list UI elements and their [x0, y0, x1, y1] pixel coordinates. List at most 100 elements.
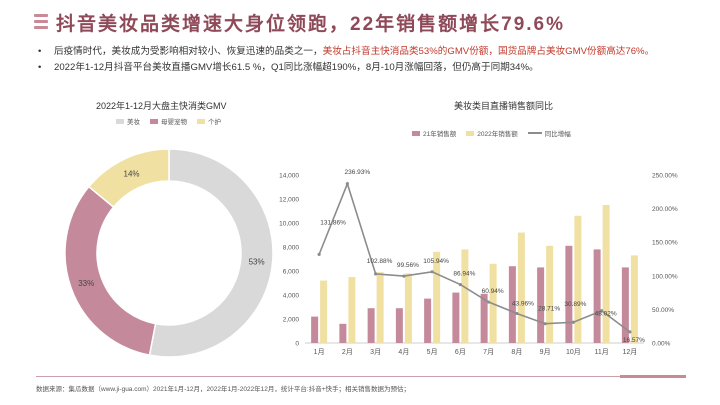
pie-label-0: 53% [249, 257, 265, 266]
x-tick-8: 9月 [540, 348, 551, 356]
pie-slice-0 [148, 148, 274, 358]
growth-point-0 [317, 252, 321, 256]
bar-legend-label-1: 2022年销售额 [477, 131, 518, 138]
bar-chart-title: 美妆类目直播销售额同比 [454, 101, 554, 111]
growth-label-3: 99.56% [397, 262, 419, 269]
x-tick-10: 11月 [594, 348, 608, 356]
pie-legend-label-2: 个护 [208, 119, 221, 126]
x-tick-1: 2月 [342, 348, 353, 356]
y-left-tick-7: 14,000 [279, 173, 299, 180]
footer-accent [620, 375, 686, 378]
pie-chart-title: 2022年1-12月大盘主快消类GMV [96, 101, 227, 111]
y-left-tick-6: 12,000 [279, 197, 299, 204]
bar-2021-1 [339, 323, 347, 343]
y-right-tick-2: 100.00% [652, 273, 678, 280]
x-tick-7: 8月 [511, 348, 522, 356]
bar-2022-10 [602, 205, 610, 343]
bar-legend-item-2: 同比增幅 [527, 128, 571, 138]
growth-label-4: 105.94% [423, 258, 449, 265]
growth-point-1 [345, 182, 349, 186]
growth-point-6 [487, 300, 491, 304]
growth-point-5 [458, 282, 462, 287]
growth-label-11: 16.57% [623, 337, 645, 344]
bar-2021-10 [593, 249, 601, 343]
growth-point-9 [571, 320, 575, 324]
bullet-1-highlight: 美妆占抖音主快消品类53%的GMV份额，国货品牌占美妆GMV份额高达76%。 [322, 46, 655, 57]
growth-label-1: 236.93% [345, 169, 371, 176]
page-title: 抖音美妆品类增速大身位领跑，22年销售额增长79.6% [56, 14, 566, 35]
bar-2022-9 [574, 215, 582, 343]
growth-label-8: 28.71% [538, 306, 560, 313]
growth-label-5: 86.94% [453, 271, 475, 278]
bullet-2: 2022年1-12月抖音平台美妆直播GMV增长61.5 %，Q1同比涨幅超190… [38, 60, 714, 76]
bullet-1: 后疫情时代，美妆成为受影响相对较小、恢复迅速的品类之一，美妆占抖音主快消品类53… [38, 44, 714, 60]
bullet-list: 后疫情时代，美妆成为受影响相对较小、恢复迅速的品类之一，美妆占抖音主快消品类53… [38, 44, 714, 76]
bar-2022-3 [404, 273, 412, 343]
bar-2022-2 [376, 272, 384, 343]
growth-label-2: 102.88% [367, 258, 393, 265]
bar-legend-item-1: 2022年销售额 [466, 128, 518, 138]
y-right-tick-5: 250.00% [652, 173, 678, 180]
growth-point-10 [600, 309, 604, 313]
x-tick-4: 5月 [427, 348, 438, 356]
footer-divider [36, 376, 686, 377]
y-right-tick-3: 150.00% [652, 240, 678, 247]
bar-2021-2 [367, 308, 375, 343]
x-tick-9: 10月 [566, 348, 581, 356]
title-decoration [34, 14, 48, 32]
bar-legend: 21年销售额 2022年销售额 同比增幅 [412, 128, 581, 138]
growth-point-7 [515, 311, 519, 316]
pie-legend-swatch-2 [197, 118, 205, 124]
y-left-tick-3: 6,000 [283, 269, 300, 276]
x-tick-3: 4月 [398, 348, 409, 356]
y-right-tick-0: 0.00% [652, 341, 671, 348]
pie-legend-swatch-0 [116, 118, 124, 124]
bar-2022-4 [433, 251, 441, 343]
bar-legend-item-0: 21年销售额 [412, 128, 456, 138]
pie-label-1: 33% [78, 279, 94, 288]
growth-point-11 [628, 330, 632, 334]
bar-legend-swatch-0 [412, 130, 420, 136]
bar-2021-7 [508, 266, 516, 343]
bar-2021-8 [537, 267, 545, 343]
bar-2021-9 [565, 245, 573, 343]
y-left-tick-5: 10,000 [279, 221, 299, 228]
growth-label-6: 60.94% [482, 288, 504, 295]
bar-2021-4 [424, 298, 432, 343]
bar-2021-3 [395, 308, 403, 343]
y-right-tick-4: 200.00% [652, 206, 678, 213]
pie-legend-item-2: 个护 [197, 116, 221, 126]
x-tick-6: 7月 [483, 348, 494, 356]
growth-point-2 [374, 272, 378, 276]
pie-legend-swatch-1 [150, 118, 158, 124]
pie-legend-item-0: 美妆 [116, 116, 140, 126]
x-tick-11: 12月 [622, 348, 637, 356]
x-tick-5: 6月 [455, 348, 466, 356]
pie-label-2: 14% [124, 169, 140, 178]
bar-2021-5 [452, 292, 460, 343]
y-left-tick-2: 4,000 [283, 293, 300, 300]
growth-label-10: 48.02% [595, 311, 617, 318]
bar-2022-11 [630, 255, 638, 343]
bar-legend-label-2: 同比增幅 [544, 131, 571, 138]
growth-point-4 [430, 270, 434, 274]
pie-slice-2 [87, 148, 170, 209]
bar-legend-swatch-1 [466, 130, 475, 136]
bar-2022-0 [320, 280, 328, 343]
growth-label-7: 43.96% [512, 300, 534, 307]
footer-source: 数据来源：集瓜数据（www.ji-gua.com）2021年1月-12月，202… [36, 386, 411, 393]
bullet-1-text: 后疫情时代，美妆成为受影响相对较小、恢复迅速的品类之一， [54, 46, 323, 57]
bar-2021-6 [480, 293, 488, 343]
bar-legend-label-0: 21年销售额 [423, 131, 457, 138]
bar-2022-5 [461, 249, 469, 343]
bar-2022-7 [517, 232, 525, 343]
bullet-2-text: 2022年1-12月抖音平台美妆直播GMV增长61.5 %，Q1同比涨幅超190… [54, 62, 539, 73]
x-tick-2: 3月 [370, 348, 381, 356]
growth-label-0: 131.86% [320, 219, 346, 226]
bar-legend-line-2 [527, 132, 542, 134]
pie-legend-item-1: 母婴宠物 [150, 116, 187, 126]
bar-2022-8 [546, 245, 554, 343]
bar-2022-1 [348, 277, 356, 343]
